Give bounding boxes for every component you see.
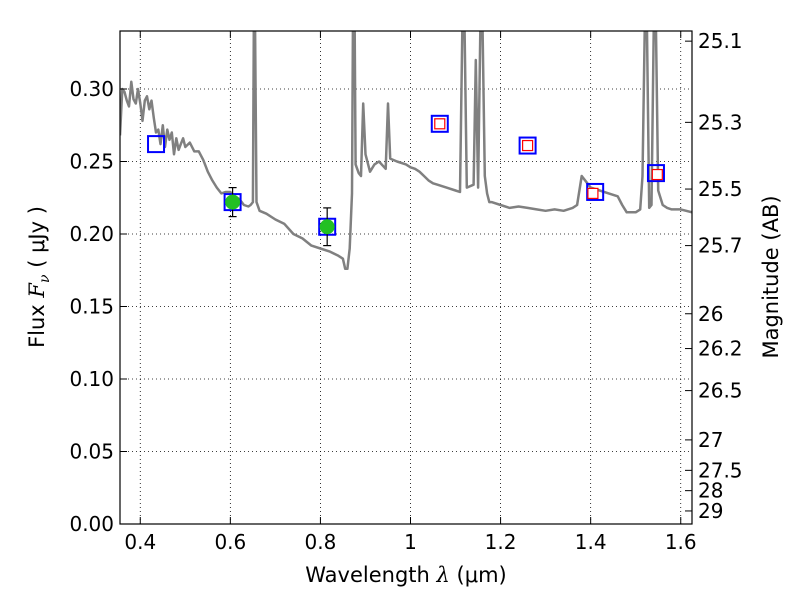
right-tick-label: 25.5: [698, 177, 743, 201]
model-photometry-marker: [586, 182, 605, 201]
right-tick-label: 26.5: [698, 379, 743, 403]
x-tick-label: 1.6: [665, 530, 697, 554]
y-tick-label: 0.15: [69, 295, 114, 319]
x-axis-label: Wavelength λ (μm): [305, 563, 506, 587]
right-tick-label: 28: [698, 479, 723, 503]
x-tick-label: 1.2: [485, 530, 517, 554]
upper-limit-marker: [522, 139, 534, 152]
model-photometry-marker: [646, 164, 665, 183]
y-tick-label: 0.00: [69, 512, 114, 536]
model-photometry-marker: [430, 114, 449, 133]
observed-photometry-point: [225, 194, 241, 210]
y-tick-label: 0.10: [69, 367, 114, 391]
x-tick-label: 1: [404, 530, 417, 554]
right-tick-label: 27.5: [698, 458, 743, 482]
x-tick-label: 0.4: [124, 530, 156, 554]
y-tick-label: 0.25: [69, 150, 114, 174]
marker-layer: [147, 114, 665, 247]
upper-limit-marker: [587, 187, 599, 199]
right-tick-label: 25.1: [698, 29, 743, 53]
upper-limit-marker: [651, 168, 663, 181]
plot-frame: [119, 30, 693, 525]
x-tick-label: 0.6: [214, 530, 246, 554]
right-tick-label: 29: [698, 499, 723, 523]
right-tick-label: 25.3: [698, 110, 743, 134]
observed-photometry-point: [319, 219, 335, 235]
y-axis-left: 0.00 0.05 0.10 0.15 0.20 0.25 0.30: [69, 77, 127, 536]
right-tick-label: 27: [698, 428, 723, 452]
y-tick-label: 0.30: [69, 77, 114, 101]
x-tick-label: 1.4: [575, 530, 607, 554]
model-photometry-marker: [147, 135, 166, 154]
x-axis: 0.4 0.6 0.8 1 1.2 1.4 1.6: [124, 31, 697, 554]
y-tick-label: 0.20: [69, 222, 114, 246]
model-photometry-marker: [518, 136, 537, 155]
model-spectrum-line: [120, 31, 692, 271]
y-axis-right-label: Magnitude (AB): [759, 195, 783, 358]
right-tick-label: 26.2: [698, 337, 743, 361]
x-tick-label: 0.8: [305, 530, 337, 554]
spectrum-layer: [120, 31, 692, 271]
y-axis-label: Flux Fν ( μJy ): [25, 206, 53, 348]
right-tick-label: 26: [698, 302, 723, 326]
upper-limit-marker: [434, 118, 446, 130]
y-tick-label: 0.05: [69, 440, 114, 464]
grid-lines: [120, 31, 692, 525]
right-tick-label: 25.7: [698, 234, 743, 258]
